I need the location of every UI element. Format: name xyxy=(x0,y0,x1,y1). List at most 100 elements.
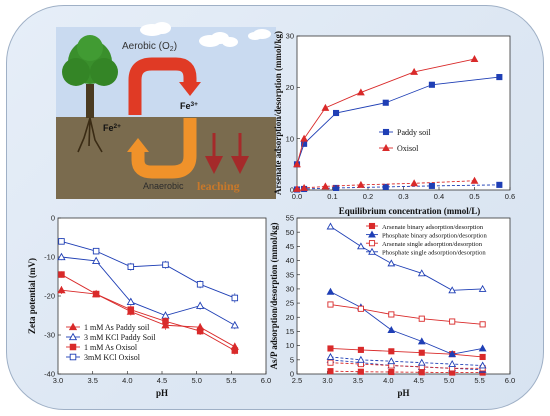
x-tick-label: 4.0 xyxy=(383,376,393,385)
y-tick-label: 20 xyxy=(286,313,294,322)
data-point xyxy=(387,259,396,267)
data-point xyxy=(196,301,205,309)
aerobic-label: Aerobic (O2) xyxy=(122,41,177,53)
legend-label: 1 mM As Oxisol xyxy=(84,343,138,352)
x-tick-label: 5.5 xyxy=(226,376,236,385)
legend-marker xyxy=(368,247,376,255)
legend-marker xyxy=(68,332,78,341)
x-tick-label: 4.5 xyxy=(157,376,167,385)
legend-marker xyxy=(69,343,77,351)
reduction-arrow-head xyxy=(127,138,149,152)
x-tick-label: 0.2 xyxy=(363,192,373,201)
x-tick-label: 6.0 xyxy=(261,376,271,385)
series-line xyxy=(296,76,500,165)
legend-marker xyxy=(368,230,376,238)
data-point xyxy=(496,74,503,81)
data-point xyxy=(327,368,334,375)
y-tick-label: 55 xyxy=(286,214,294,223)
y-tick-label: 45 xyxy=(286,242,294,251)
y-tick-label: 30 xyxy=(286,285,294,294)
series-line xyxy=(61,274,236,351)
data-point xyxy=(57,252,66,261)
data-point xyxy=(417,269,426,277)
data-point xyxy=(478,344,487,352)
legend-label: 3mM KCl Oxisol xyxy=(84,353,141,362)
data-point xyxy=(196,327,204,335)
y-tick-label: 40 xyxy=(286,256,294,265)
data-point xyxy=(231,347,239,354)
data-point xyxy=(357,355,365,363)
x-tick-label: 6.0 xyxy=(505,376,515,385)
x-tick-label: 5.5 xyxy=(474,376,484,385)
data-point xyxy=(326,352,335,360)
y-tick-label: 5 xyxy=(290,355,294,364)
data-point xyxy=(58,271,65,278)
data-point xyxy=(418,369,425,376)
soil-redox-illustration: Aerobic (O2) Fe3+ Fe2+ Anaerobic leachin… xyxy=(56,22,276,199)
x-axis-label: pH xyxy=(397,388,409,398)
leaching-label: leaching xyxy=(197,179,240,193)
data-point xyxy=(321,103,330,111)
legend-label: Arsenate single adsorption/desorption xyxy=(382,241,483,248)
data-point xyxy=(470,55,479,63)
legend-label: 1 mM As Paddy soil xyxy=(84,323,150,332)
data-point xyxy=(382,99,389,106)
legend-marker xyxy=(368,240,376,247)
data-point xyxy=(162,261,169,269)
series-line xyxy=(330,370,483,374)
series-line xyxy=(61,240,235,299)
y-tick-label: 30 xyxy=(286,32,294,41)
data-point xyxy=(326,287,335,295)
x-tick-label: 3.0 xyxy=(53,376,63,385)
y-tick-label: -10 xyxy=(44,253,55,262)
fe3-label: Fe3+ xyxy=(180,101,198,111)
data-point xyxy=(127,306,135,313)
data-point xyxy=(388,311,395,318)
y-tick-label: 0 xyxy=(290,370,294,379)
legend-marker xyxy=(368,222,376,230)
data-point xyxy=(327,359,334,366)
series-line xyxy=(330,348,483,358)
data-point xyxy=(357,88,365,96)
data-point xyxy=(333,109,340,117)
anaerobic-label: Anaerobic xyxy=(143,181,184,191)
y-tick-label: -20 xyxy=(44,292,55,301)
series-line xyxy=(330,356,483,366)
data-point xyxy=(410,67,419,75)
y-tick-label: 0 xyxy=(51,214,55,223)
data-point xyxy=(387,325,396,333)
data-point xyxy=(418,349,425,356)
data-point xyxy=(327,301,334,308)
adsorption-chart: 0.0 0.1 0.2 0.3 0.4 0.5 0.6 0 10 20 30 Equilibrium … xyxy=(273,31,515,216)
x-tick-label: 5.0 xyxy=(444,376,454,385)
y-tick-label: -30 xyxy=(44,331,55,340)
y-tick-label: 10 xyxy=(286,134,294,143)
data-point xyxy=(428,81,435,88)
data-point xyxy=(92,247,100,255)
data-point xyxy=(230,320,239,329)
oxidation-arrow xyxy=(128,57,197,115)
x-tick-label: 0.6 xyxy=(505,192,515,201)
legend-label: Phosphate single adsorption/desorption xyxy=(382,250,486,257)
series-line xyxy=(330,226,483,291)
data-point xyxy=(300,183,308,191)
y-tick-label: 50 xyxy=(286,228,294,237)
data-point xyxy=(357,346,364,353)
data-point xyxy=(388,348,395,355)
x-tick-label: 0.1 xyxy=(327,192,337,201)
data-point xyxy=(126,297,135,305)
legend-label: Paddy soil xyxy=(397,128,431,137)
x-tick-label: 3.5 xyxy=(353,376,363,385)
data-point xyxy=(293,184,301,192)
x-tick-label: 0.5 xyxy=(469,192,479,201)
data-point xyxy=(418,315,425,322)
data-point xyxy=(333,184,340,191)
legend-marker xyxy=(382,128,390,136)
data-point xyxy=(92,290,100,298)
x-tick-label: 0.0 xyxy=(292,192,302,201)
series-line xyxy=(61,256,236,326)
data-point xyxy=(357,368,364,375)
data-point xyxy=(448,350,457,358)
data-point xyxy=(410,179,419,187)
